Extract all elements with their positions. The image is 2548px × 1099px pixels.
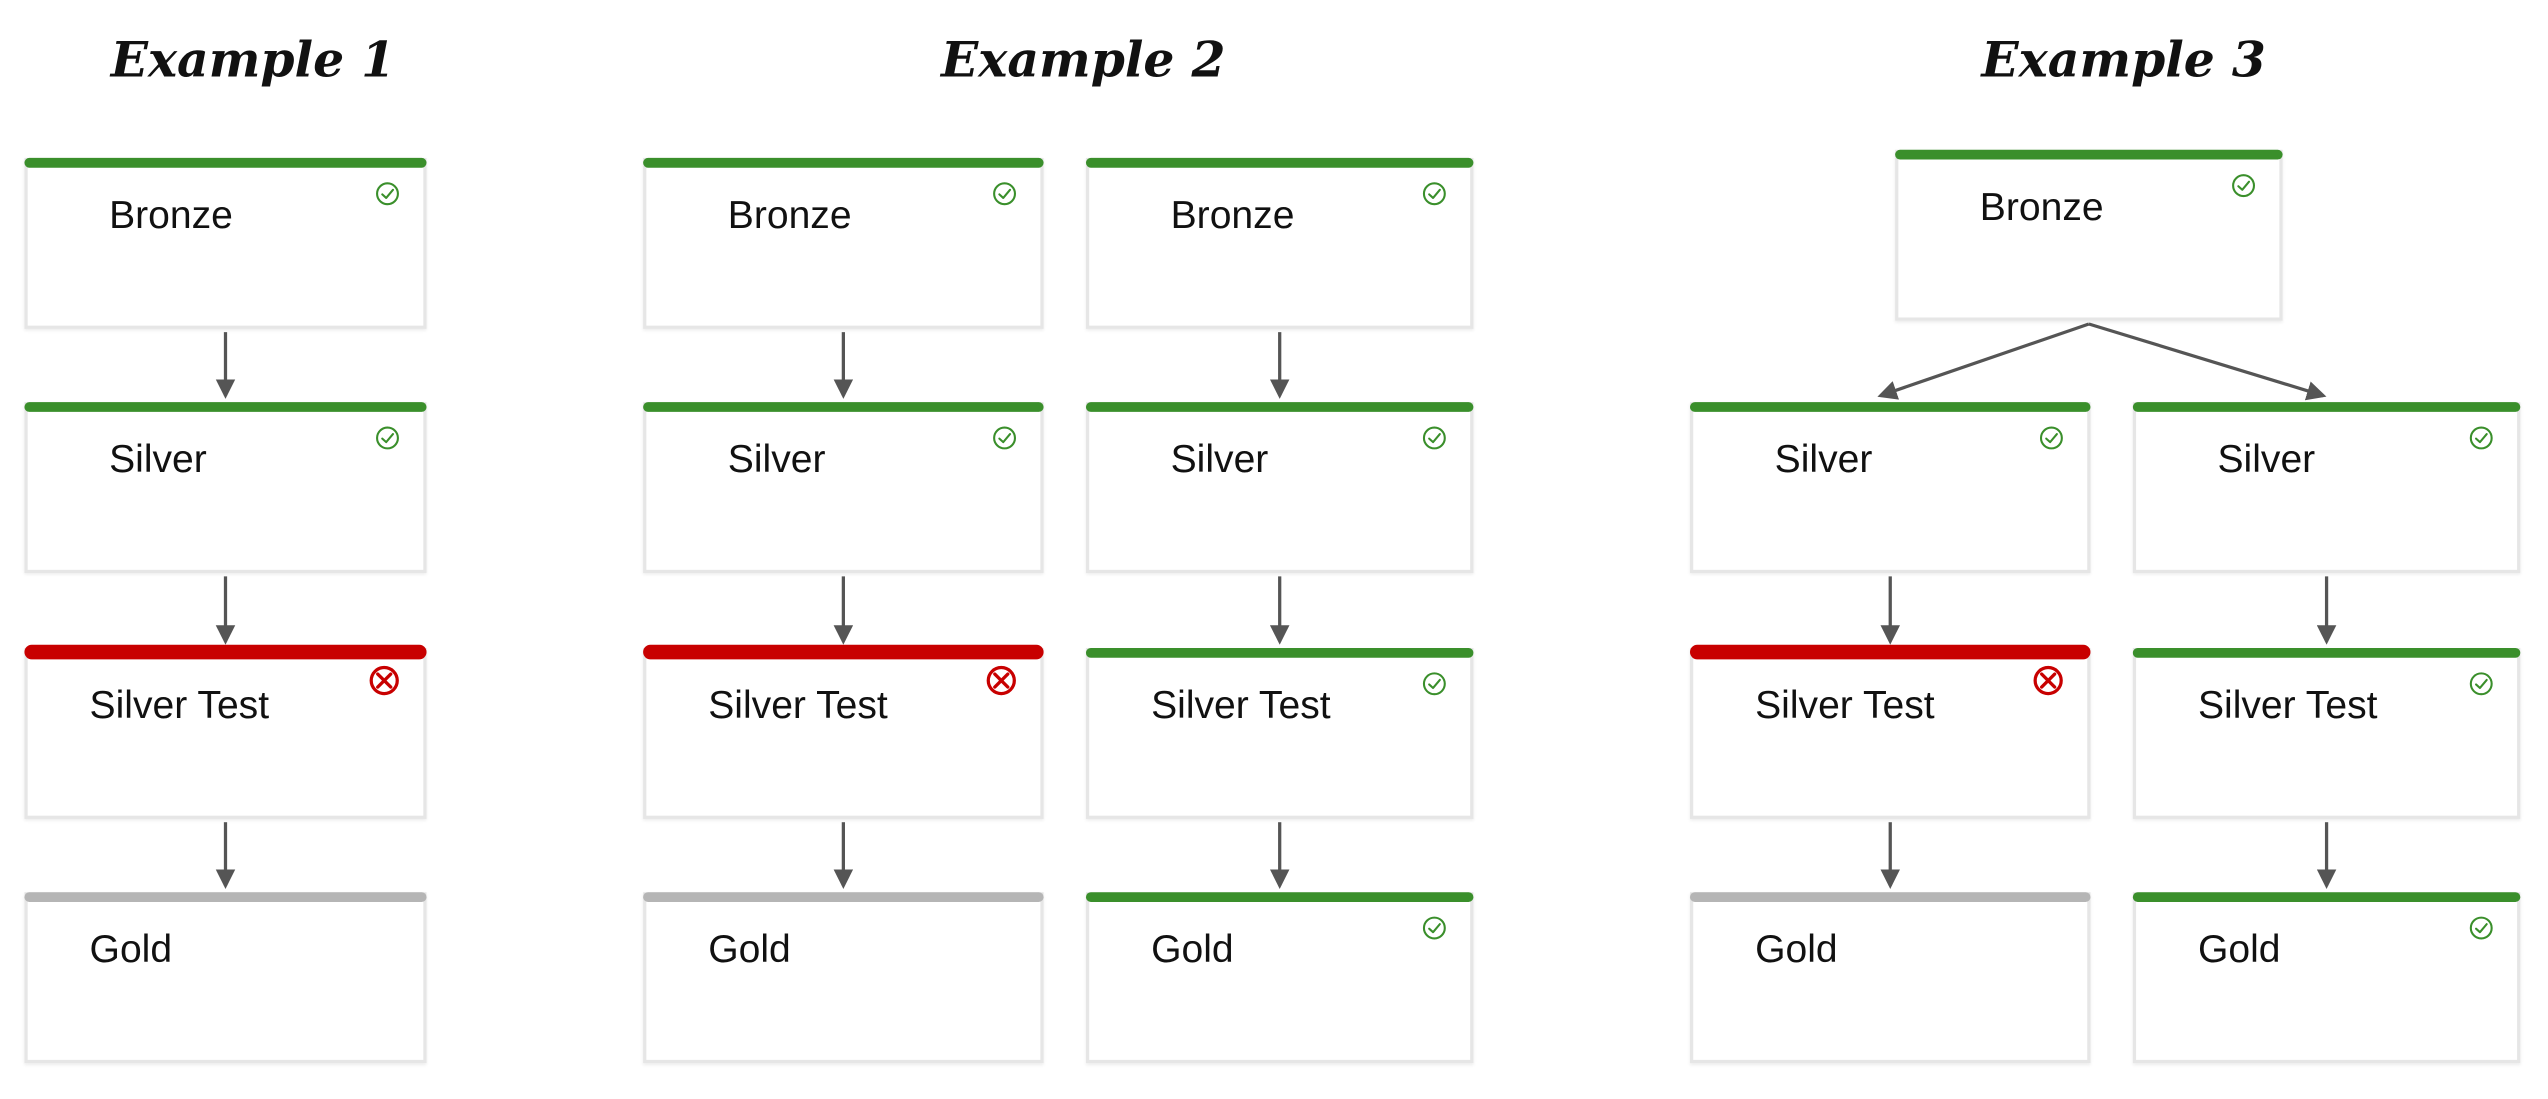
connector-arrow bbox=[2088, 322, 2327, 401]
check-circle-icon bbox=[1422, 672, 1446, 696]
node-e3b-silver[interactable]: Silver bbox=[2132, 402, 2521, 574]
check-circle-icon bbox=[2469, 672, 2493, 696]
status-bar bbox=[24, 644, 427, 660]
status-bar bbox=[1085, 892, 1474, 902]
status-bar bbox=[1689, 644, 2091, 660]
node-e2b-gold[interactable]: Gold bbox=[1085, 892, 1474, 1064]
node-label: Silver bbox=[1170, 437, 1269, 482]
node-e2a-silver[interactable]: Silver bbox=[643, 402, 1044, 574]
node-label: Gold bbox=[2197, 928, 2281, 972]
node-e1-silver[interactable]: Silver bbox=[24, 402, 427, 574]
status-bar bbox=[2132, 402, 2521, 412]
node-e1-silver-test[interactable]: Silver Test bbox=[24, 644, 427, 819]
error-icon bbox=[986, 665, 1016, 696]
error-icon bbox=[2033, 665, 2063, 696]
node-label: Silver bbox=[109, 437, 207, 482]
check-circle-icon bbox=[376, 426, 399, 450]
status-bar bbox=[1085, 157, 1474, 168]
check-circle-icon bbox=[2469, 426, 2493, 450]
node-label: Silver bbox=[2217, 437, 2316, 482]
example-2-title: Example 2 bbox=[941, 32, 1226, 90]
node-label: Gold bbox=[89, 928, 173, 972]
status-bar bbox=[643, 644, 1044, 660]
node-e2b-silver-test[interactable]: Silver Test bbox=[1085, 647, 1474, 819]
check-circle-icon bbox=[1422, 182, 1446, 206]
node-e3-bronze[interactable]: Bronze bbox=[1895, 149, 2283, 321]
check-circle-icon bbox=[1422, 426, 1446, 450]
check-circle-icon bbox=[993, 426, 1017, 450]
node-label: Gold bbox=[708, 928, 791, 972]
check-circle-icon bbox=[2469, 916, 2493, 940]
node-label: Silver bbox=[727, 437, 826, 482]
status-bar bbox=[1085, 402, 1474, 412]
node-label: Silver Test bbox=[1755, 683, 1935, 728]
check-circle-icon bbox=[993, 182, 1017, 206]
node-e2b-silver[interactable]: Silver bbox=[1085, 402, 1474, 574]
status-bar bbox=[2132, 892, 2521, 902]
node-label: Bronze bbox=[1170, 193, 1295, 238]
status-bar bbox=[1085, 647, 1474, 658]
node-e2a-silver-test[interactable]: Silver Test bbox=[643, 644, 1044, 819]
example-3-title: Example 3 bbox=[1981, 32, 2266, 90]
connector-arrow bbox=[1877, 322, 2090, 400]
node-e3b-gold[interactable]: Gold bbox=[2132, 892, 2521, 1064]
status-bar bbox=[1689, 402, 2091, 412]
node-label: Bronze bbox=[109, 193, 233, 238]
status-bar bbox=[643, 402, 1044, 412]
status-bar bbox=[2132, 647, 2521, 658]
example-1-title: Example 1 bbox=[110, 32, 396, 90]
status-bar bbox=[643, 157, 1044, 168]
node-e3a-silver[interactable]: Silver bbox=[1689, 402, 2091, 574]
node-e3a-gold[interactable]: Gold bbox=[1689, 892, 2091, 1064]
node-label: Gold bbox=[1151, 928, 1234, 972]
node-label: Bronze bbox=[1979, 185, 2104, 230]
node-label: Silver Test bbox=[708, 683, 888, 728]
error-icon bbox=[369, 665, 399, 696]
status-bar bbox=[643, 892, 1044, 902]
node-label: Silver bbox=[1774, 437, 1873, 482]
node-e1-gold[interactable]: Gold bbox=[24, 892, 427, 1064]
node-label: Gold bbox=[1755, 928, 1838, 972]
node-label: Silver Test bbox=[1151, 683, 1331, 728]
status-bar bbox=[1689, 892, 2091, 902]
node-e1-bronze[interactable]: Bronze bbox=[24, 157, 427, 329]
node-e3b-silver-test[interactable]: Silver Test bbox=[2132, 647, 2521, 819]
node-e2a-bronze[interactable]: Bronze bbox=[643, 157, 1044, 329]
node-e3a-silver-test[interactable]: Silver Test bbox=[1689, 644, 2091, 819]
status-bar bbox=[1895, 149, 2283, 160]
node-label: Silver Test bbox=[89, 683, 270, 728]
status-bar bbox=[24, 892, 427, 902]
status-bar bbox=[24, 157, 427, 168]
node-label: Bronze bbox=[727, 193, 852, 238]
check-circle-icon bbox=[1422, 916, 1446, 940]
node-label: Silver Test bbox=[2197, 683, 2378, 728]
node-e2a-gold[interactable]: Gold bbox=[643, 892, 1044, 1064]
status-bar bbox=[24, 402, 427, 412]
check-circle-icon bbox=[2232, 174, 2256, 198]
check-circle-icon bbox=[2039, 426, 2063, 450]
node-e2b-bronze[interactable]: Bronze bbox=[1085, 157, 1474, 329]
check-circle-icon bbox=[376, 182, 399, 206]
